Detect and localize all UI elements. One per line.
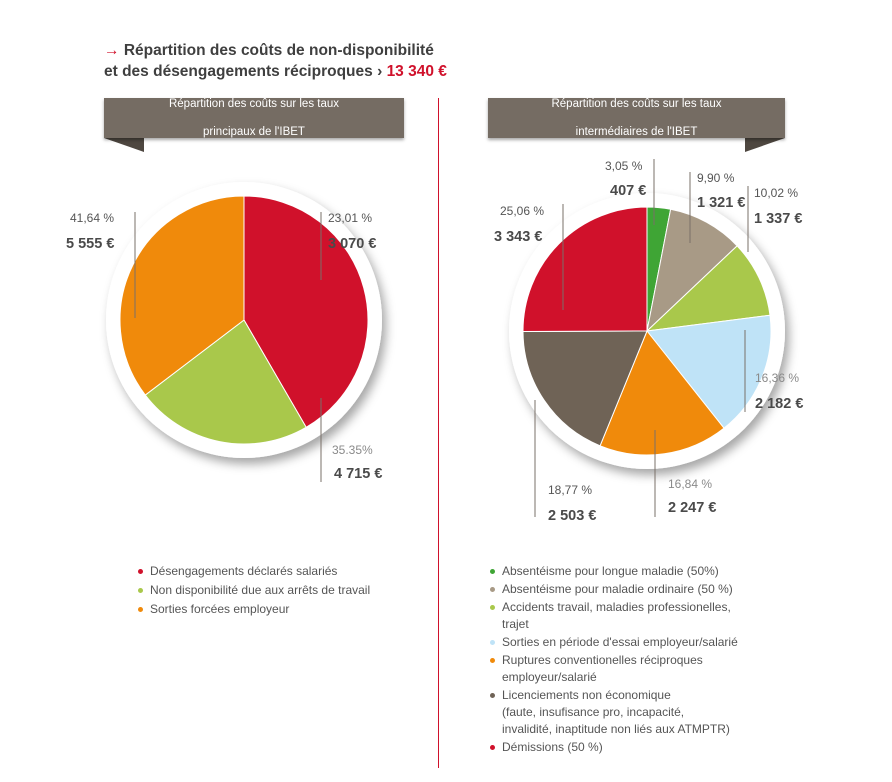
legend-bullet-icon [490,569,495,574]
label-amount: 3 070 € [328,236,377,252]
legend-item: Désengagements déclarés salariés [138,563,428,580]
pie-slice-2 [645,245,771,332]
pie-slice-1 [144,319,307,445]
legend-label: Démissions (50 %) [502,740,603,754]
legend-item: Absentéisme pour longue maladie (50%) [490,563,790,580]
legend-item: Démissions (50 %) [490,739,790,756]
chart-right-title-2: intermédiaires de l'IBET [575,126,698,138]
legend-label: Sorties forcées employeur [150,602,290,616]
label-amount: 5 555 € [66,236,115,252]
label-amount: 2 503 € [548,508,597,524]
legend-label: Désengagements déclarés salariés [150,564,338,578]
pie-slice-2 [119,195,245,396]
chart-left-banner: Répartition des coûts sur les taux princi… [104,98,404,138]
pie-right [509,193,785,469]
title-line-1: Répartition des coûts de non-disponibili… [123,42,434,59]
banner-right-tab [745,138,785,152]
label-percent: 25,06 % [500,204,545,218]
label-amount: 1 321 € [697,195,746,211]
legend-label: Absentéisme pour longue maladie (50%) [502,564,719,578]
legend-item: Accidents travail, maladies professionel… [490,599,790,633]
legend-label: (faute, insufisance pro, incapacité, [502,705,685,719]
label-amount: 3 343 € [494,229,543,245]
legend-label: Sorties en période d'essai employeur/sal… [502,635,738,649]
legend-label: Accidents travail, maladies professionel… [502,600,731,614]
chart-right-banner: Répartition des coûts sur les taux interm… [488,98,785,138]
legend-label: Ruptures conventionelles réciproques [502,653,703,667]
legend-label: Absentéisme pour maladie ordinaire (50 %… [502,582,733,596]
legend-label: Licenciements non économique [502,688,671,702]
label-amount: 2 247 € [668,500,717,516]
legend-right: Absentéisme pour longue maladie (50%) Abs… [490,563,790,757]
label-percent: 3,05 % [605,159,643,173]
pie-slice-0 [243,195,369,428]
arrow-right-icon: → [104,42,120,59]
legend-bullet-icon [138,588,143,593]
banner-left-tab [104,138,144,152]
legend-label: trajet [502,617,529,631]
legend-item: Non disponibilité due aux arrêts de trav… [138,582,428,599]
label-percent: 10,02 % [754,186,799,200]
legend-bullet-icon [490,658,495,663]
leader-lines [134,159,749,517]
legend-bullet-icon [138,607,143,612]
label-percent: 16,84 % [668,477,713,491]
legend-bullet-icon [138,569,143,574]
label-percent: 9,90 % [697,171,735,185]
legend-item: Sorties forcées employeur [138,601,428,618]
chart-left-title-2: principaux de l'IBET [203,126,305,138]
label-percent: 23,01 % [328,211,373,225]
title-separator: › [377,63,383,80]
legend-bullet-icon [490,640,495,645]
chart-right-title-1: Répartition des coûts sur les taux [551,98,722,110]
title-total: 13 340 € [386,63,447,80]
label-percent: 18,77 % [548,483,593,497]
legend-bullet-icon [490,605,495,610]
label-percent: 41,64 % [70,211,115,225]
label-percent: 35.35% [332,443,373,457]
pie-slice-5 [522,330,648,447]
legend-bullet-icon [490,745,495,750]
label-amount: 1 337 € [754,211,803,227]
legend-bullet-icon [490,693,495,698]
label-amount: 407 € [610,183,647,199]
pie-slice-1 [646,208,738,333]
chart-left-title-1: Répartition des coûts sur les taux [168,98,340,110]
label-amount: 4 715 € [334,466,383,482]
legend-bullet-icon [490,587,495,592]
legend-label: Non disponibilité due aux arrêts de trav… [150,583,371,597]
pie-slice-4 [599,330,725,456]
label-percent: 16,36 % [755,371,800,385]
legend-item: Sorties en période d'essai employeur/sal… [490,634,790,651]
page-title: → Répartition des coûts de non-disponibi… [104,40,447,82]
pie-left [106,182,382,458]
legend-item: Absentéisme pour maladie ordinaire (50 %… [490,581,790,598]
label-amount: 2 182 € [755,396,804,412]
legend-item: Licenciements non économique (faute, insu… [490,687,790,738]
legend-label: employeur/salarié [502,670,597,684]
legend-label: invalidité, inaptitude non liés aux ATMP… [502,722,730,736]
pie-slice-6 [522,206,648,332]
pie-slice-3 [646,314,772,429]
legend-item: Ruptures conventionelles réciproques empl… [490,652,790,686]
title-line-2: et des désengagements réciproques [104,63,373,80]
legend-left: Désengagements déclarés salariés Non disp… [138,563,428,620]
divider-line [438,98,439,768]
